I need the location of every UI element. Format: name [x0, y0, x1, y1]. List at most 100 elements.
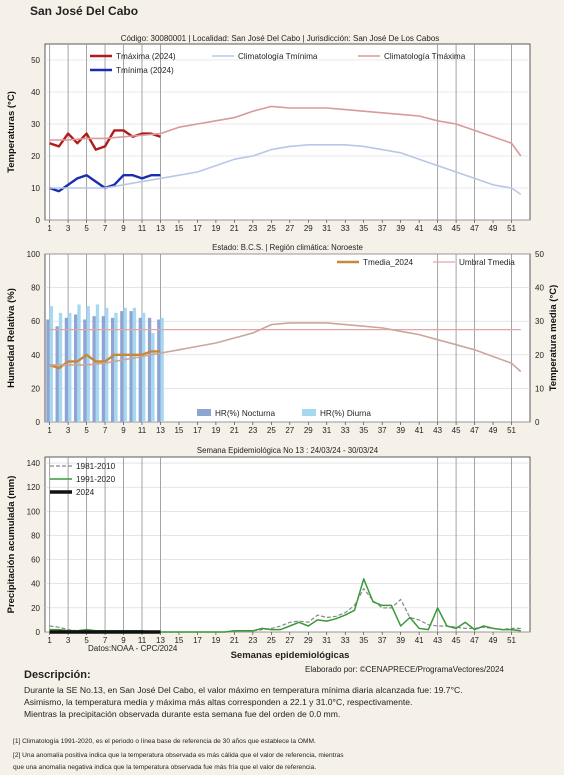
x-tick-label: 51 — [507, 224, 516, 233]
y-tick-label: 40 — [31, 88, 40, 97]
x-tick-label: 1 — [47, 636, 52, 645]
footnote: [1] Climatología 1991-2020, es el period… — [13, 738, 316, 745]
x-tick-label: 41 — [415, 426, 424, 435]
x-tick-label: 25 — [267, 224, 276, 233]
x-tick-label: 3 — [66, 426, 71, 435]
description-line: Durante la SE No.13, en San José Del Cab… — [24, 685, 463, 695]
bar — [64, 317, 69, 422]
legend-label: Tmáxima (2024) — [116, 52, 176, 61]
x-tick-label: 15 — [174, 636, 183, 645]
bar — [46, 319, 50, 422]
chart-title: Estado: B.C.S. | Región climática: Noroe… — [212, 243, 363, 252]
y-tick-label: 30 — [31, 120, 40, 129]
x-tick-label: 31 — [322, 636, 331, 645]
x-tick-label: 45 — [452, 224, 461, 233]
bar — [160, 317, 164, 422]
x-tick-label: 19 — [211, 636, 220, 645]
x-tick-label: 23 — [248, 426, 257, 435]
y-tick-label: 40 — [31, 351, 40, 360]
y-tick-label: 20 — [31, 152, 40, 161]
y2-tick-label: 50 — [535, 250, 544, 259]
x-tick-label: 21 — [230, 426, 239, 435]
description-line: Mientras la precipitación observada dura… — [24, 709, 341, 719]
x-tick-label: 3 — [66, 224, 71, 233]
x-tick-label: 11 — [138, 636, 147, 645]
x-tick-label: 27 — [285, 224, 294, 233]
x-tick-label: 29 — [304, 636, 313, 645]
legend-label: 1991-2020 — [76, 475, 116, 484]
y2-tick-label: 0 — [535, 418, 540, 427]
legend-label: HR(%) Diurna — [320, 409, 371, 418]
y-axis-label: Humedad Relativa (%) — [6, 288, 17, 388]
plot-area — [44, 456, 531, 633]
x-tick-label: 9 — [121, 224, 126, 233]
series-line — [49, 322, 522, 373]
x-tick-label: 51 — [507, 426, 516, 435]
x-tick-label: 29 — [304, 224, 313, 233]
chart-title: Semana Epidemiológica No 13 : 24/03/24 -… — [197, 446, 379, 455]
legend-label: Climatología Tmínima — [238, 52, 318, 61]
bar — [142, 312, 146, 422]
x-tick-label: 35 — [359, 224, 368, 233]
x-tick-label: 47 — [470, 224, 479, 233]
y-tick-label: 100 — [27, 507, 41, 516]
bar — [83, 319, 87, 422]
x-tick-label: 7 — [103, 224, 108, 233]
legend-label: Tmínima (2024) — [116, 66, 174, 75]
footnote: que una anomalía negativa indica que la … — [13, 764, 317, 771]
bar — [157, 319, 161, 422]
footnote: [2] Una anomalía positiva indica que la … — [13, 752, 344, 759]
y-tick-label: 20 — [31, 604, 40, 613]
x-tick-label: 37 — [378, 636, 387, 645]
x-tick-label: 1 — [47, 224, 52, 233]
x-tick-label: 39 — [396, 636, 405, 645]
x-tick-label: 5 — [84, 426, 89, 435]
x-tick-label: 43 — [433, 426, 442, 435]
x-tick-label: 49 — [489, 224, 498, 233]
x-tick-label: 9 — [121, 426, 126, 435]
legend-label: 1981-2010 — [76, 462, 116, 471]
y-tick-label: 80 — [31, 531, 40, 540]
series-line — [49, 129, 161, 151]
legend-label: Tmedia_2024 — [363, 258, 414, 267]
x-tick-label: 9 — [121, 636, 126, 645]
x-tick-label: 37 — [378, 224, 387, 233]
y-tick-label: 20 — [31, 384, 40, 393]
y-tick-label: 100 — [27, 250, 41, 259]
x-tick-label: 39 — [396, 224, 405, 233]
x-tick-label: 13 — [156, 224, 165, 233]
x-tick-label: 11 — [138, 224, 147, 233]
bar — [92, 316, 96, 422]
x-tick-label: 37 — [378, 426, 387, 435]
x-tick-label: 23 — [248, 636, 257, 645]
y-tick-label: 120 — [27, 483, 41, 492]
x-tick-label: 3 — [66, 636, 71, 645]
y2-tick-label: 10 — [535, 384, 544, 393]
series-line — [49, 350, 161, 370]
x-tick-label: 21 — [230, 224, 239, 233]
bar — [129, 311, 133, 422]
x-tick-label: 19 — [211, 224, 220, 233]
x-tick-label: 47 — [470, 426, 479, 435]
y-tick-label: 0 — [36, 418, 41, 427]
x-tick-label: 17 — [193, 426, 202, 435]
bar — [114, 312, 118, 422]
y2-axis-label: Temperatura media (°C) — [548, 285, 559, 392]
x-tick-label: 29 — [304, 426, 313, 435]
series-line — [49, 144, 522, 196]
x-tick-label: 45 — [452, 426, 461, 435]
y-tick-label: 50 — [31, 56, 40, 65]
y2-tick-label: 40 — [535, 284, 544, 293]
x-axis-label: Semanas epidemiológicas — [230, 650, 350, 661]
legend-label: Climatología Tmáxima — [384, 52, 466, 61]
bar — [123, 307, 127, 422]
x-tick-label: 15 — [174, 224, 183, 233]
bar — [151, 332, 155, 422]
data-source: Datos:NOAA - CPC/2024 — [88, 644, 178, 653]
y-tick-label: 80 — [31, 284, 40, 293]
bar — [55, 326, 59, 422]
y-tick-label: 0 — [36, 216, 41, 225]
x-tick-label: 39 — [396, 426, 405, 435]
y-tick-label: 0 — [36, 628, 41, 637]
